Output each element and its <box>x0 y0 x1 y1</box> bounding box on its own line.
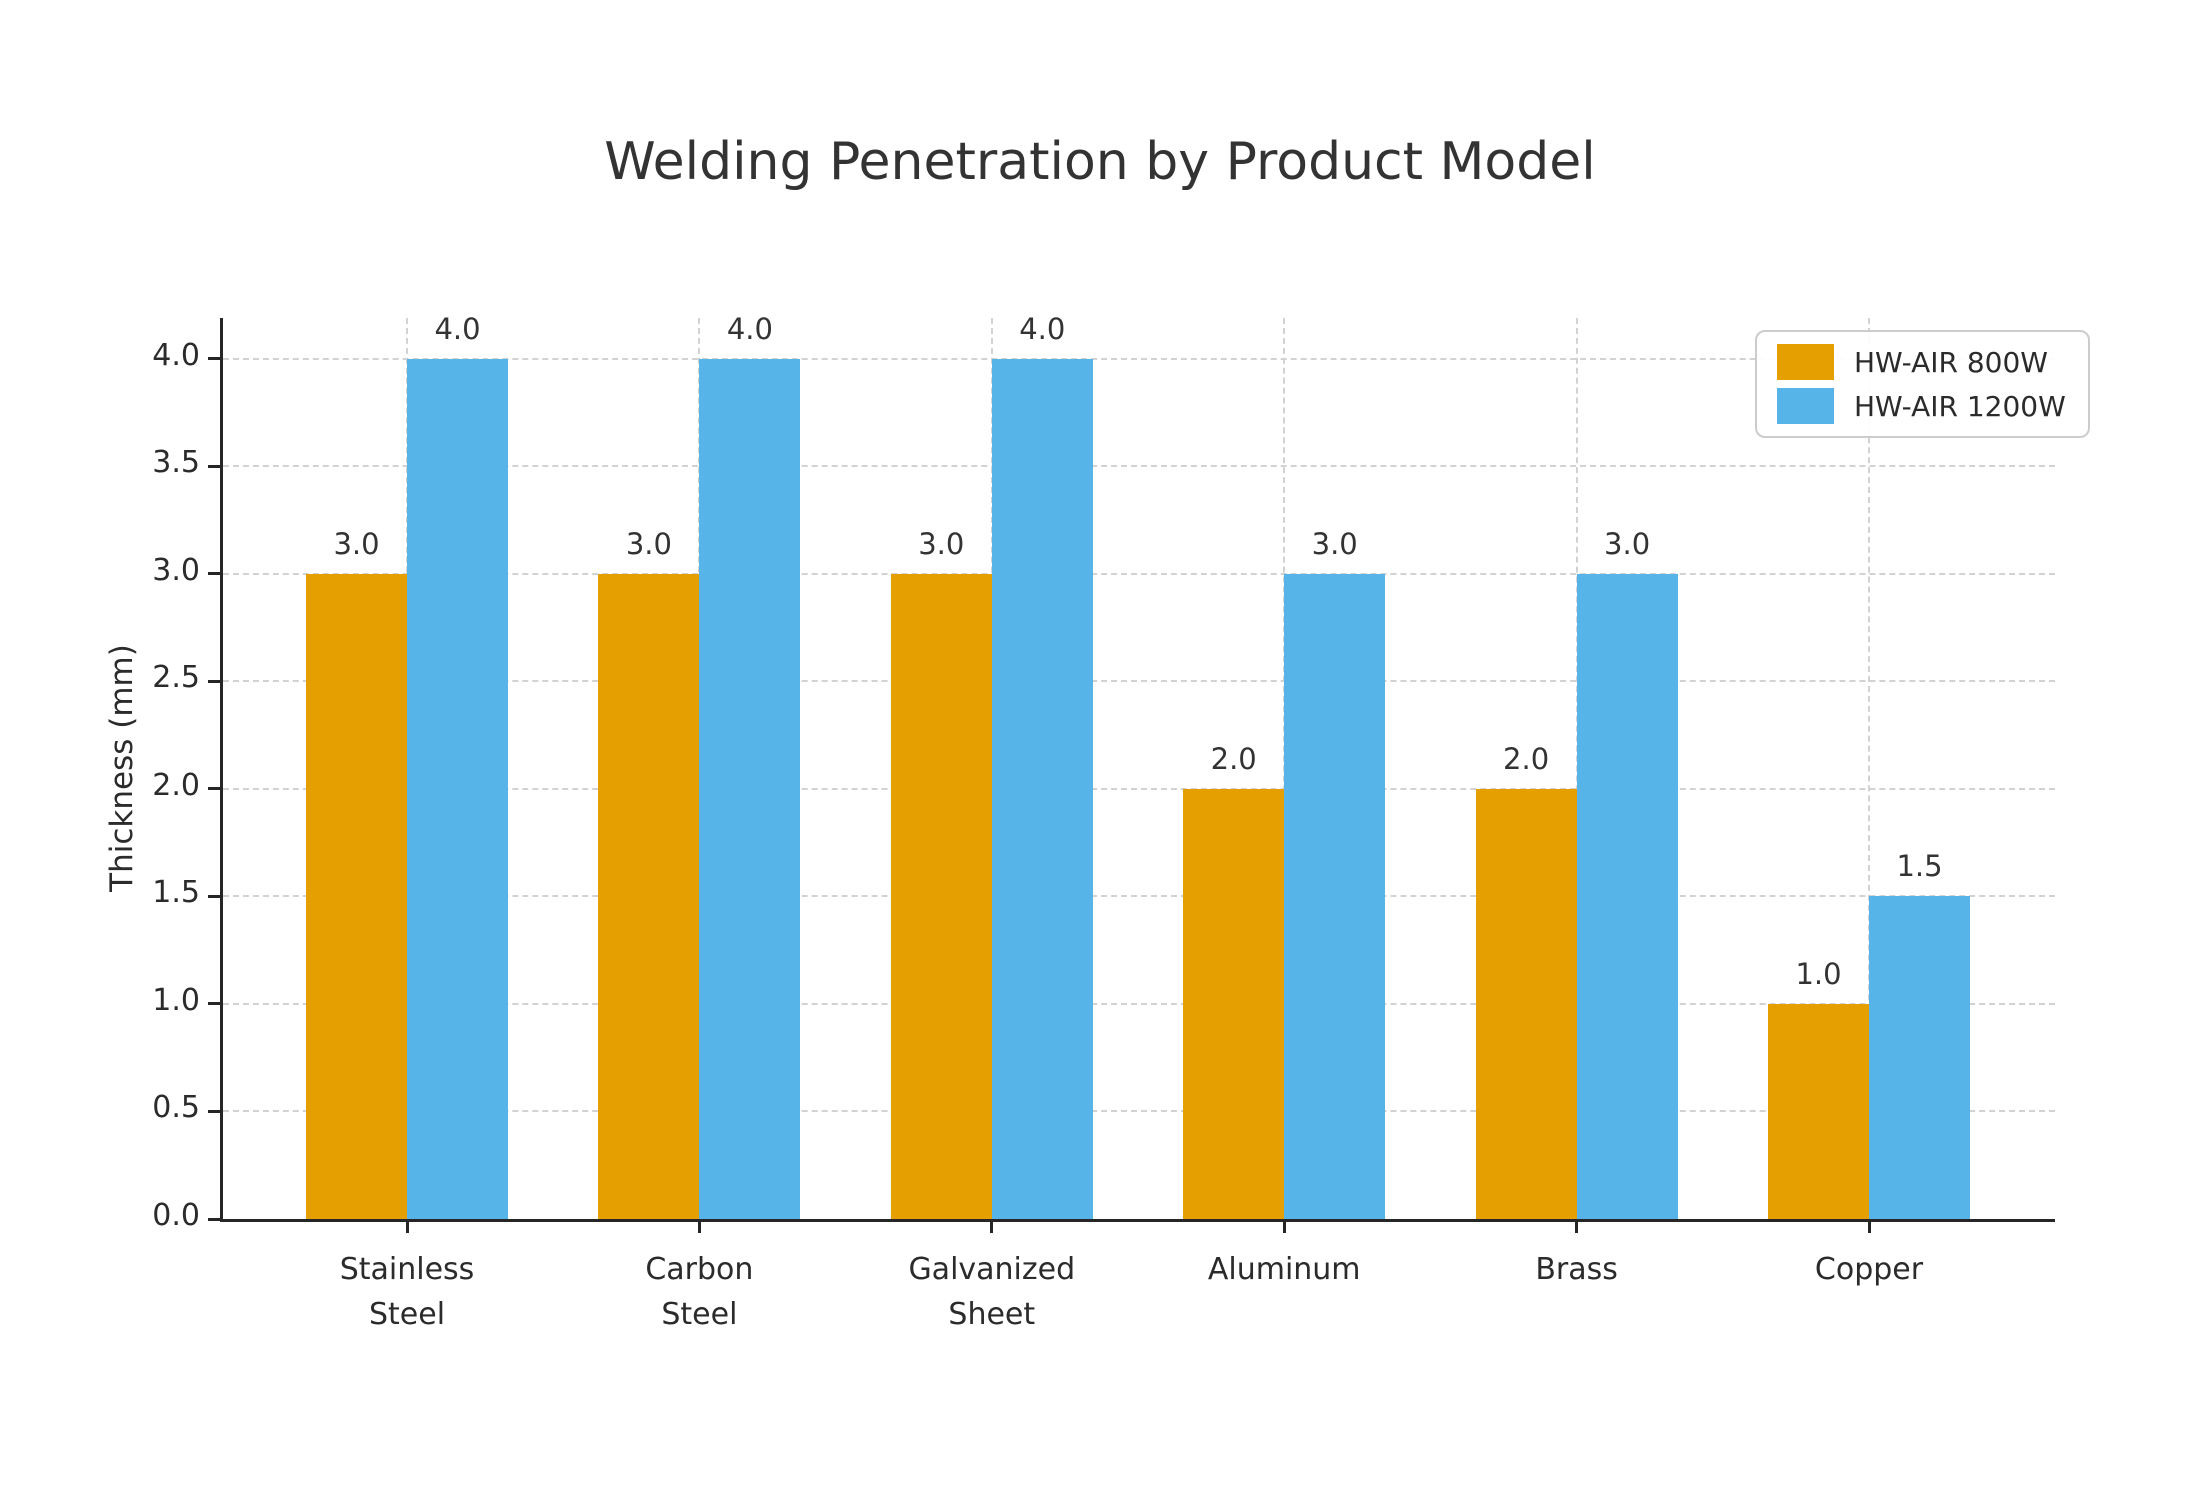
y-tick-label: 4.0 <box>152 337 200 373</box>
bar-value-label: 3.0 <box>1604 526 1651 561</box>
y-tick-mark <box>208 357 223 361</box>
bar-value-label: 1.0 <box>1795 956 1842 991</box>
x-tick-label: Galvanized Sheet <box>908 1252 1076 1332</box>
bar-hw-air-1200w <box>1284 573 1386 1219</box>
bar-value-label: 3.0 <box>1311 526 1358 561</box>
bar-value-label: 3.0 <box>333 526 380 561</box>
y-tick-label: 0.0 <box>152 1198 200 1233</box>
bar-value-label: 4.0 <box>1019 311 1066 346</box>
y-tick-mark <box>208 1217 223 1221</box>
y-tick-label: 1.0 <box>152 982 200 1018</box>
bar-value-label: 2.0 <box>1503 741 1550 776</box>
bar-hw-air-800w <box>306 573 407 1219</box>
bar-hw-air-800w <box>1768 1003 1869 1219</box>
gridline-vertical <box>1868 318 1870 1219</box>
bar-hw-air-800w <box>1183 788 1285 1219</box>
y-tick-mark <box>208 1109 223 1113</box>
legend: HW-AIR 800W HW-AIR 1200W <box>1755 330 2090 438</box>
y-tick-mark <box>208 894 223 898</box>
legend-item: HW-AIR 1200W <box>1777 388 2066 424</box>
bar-hw-air-800w <box>890 573 992 1219</box>
x-axis-spine <box>220 1219 2055 1222</box>
legend-swatch <box>1777 388 1834 424</box>
x-tick-label: Aluminum <box>1207 1252 1361 1287</box>
bar-value-label: 2.0 <box>1210 741 1257 776</box>
gridline-horizontal <box>223 1002 2055 1005</box>
bar-value-label: 3.0 <box>918 526 965 561</box>
gridline-horizontal <box>223 787 2055 790</box>
y-tick-mark <box>208 679 223 683</box>
x-tick-mark <box>405 1219 409 1233</box>
x-tick-mark <box>1867 1219 1871 1233</box>
gridline-horizontal <box>223 357 2055 360</box>
chart-title: Welding Penetration by Product Model <box>604 132 1596 192</box>
x-tick-label: Brass <box>1535 1252 1618 1287</box>
legend-item: HW-AIR 800W <box>1777 344 2066 380</box>
gridline-horizontal <box>223 1110 2055 1113</box>
x-tick-mark <box>990 1219 994 1233</box>
y-tick-mark <box>208 572 223 576</box>
y-tick-mark <box>208 787 223 791</box>
legend-label: HW-AIR 800W <box>1854 345 2048 379</box>
bar-hw-air-1200w <box>1576 573 1678 1219</box>
legend-swatch <box>1777 344 1834 380</box>
y-tick-label: 3.5 <box>152 445 200 481</box>
gridline-horizontal <box>223 572 2055 575</box>
bar-hw-air-1200w <box>407 358 508 1219</box>
legend-label: HW-AIR 1200W <box>1854 389 2066 423</box>
x-tick-label: Carbon Steel <box>645 1252 754 1332</box>
gridline-horizontal <box>223 895 2055 898</box>
bar-value-label: 4.0 <box>434 311 481 346</box>
x-tick-mark <box>1575 1219 1579 1233</box>
y-tick-label: 0.5 <box>152 1090 200 1126</box>
bar-value-label: 4.0 <box>726 311 773 346</box>
gridline-horizontal <box>223 680 2055 683</box>
y-tick-label: 2.0 <box>152 767 200 803</box>
y-tick-label: 3.0 <box>152 552 200 588</box>
bar-value-label: 3.0 <box>625 526 672 561</box>
bar-hw-air-1200w <box>991 358 1093 1219</box>
y-tick-label: 2.5 <box>152 660 200 696</box>
y-tick-label: 1.5 <box>152 875 200 911</box>
y-tick-mark <box>208 464 223 468</box>
x-tick-mark <box>697 1219 701 1233</box>
y-tick-mark <box>208 1002 223 1006</box>
x-tick-mark <box>1282 1219 1286 1233</box>
x-tick-label: Copper <box>1814 1252 1924 1287</box>
gridline-horizontal <box>223 465 2055 468</box>
bar-hw-air-800w <box>1475 788 1577 1219</box>
x-tick-label: Stainless Steel <box>339 1252 475 1332</box>
bar-hw-air-1200w <box>1869 896 1970 1219</box>
bar-hw-air-800w <box>598 573 700 1219</box>
y-axis-spine <box>220 318 223 1219</box>
bar-hw-air-1200w <box>699 358 801 1219</box>
bar-value-label: 1.5 <box>1896 849 1943 884</box>
plot-area: 3.0 3.0 3.0 2.0 2.0 1.0 4.0 4.0 4.0 3.0 3.0 1.5 HW-… <box>220 312 2090 1222</box>
